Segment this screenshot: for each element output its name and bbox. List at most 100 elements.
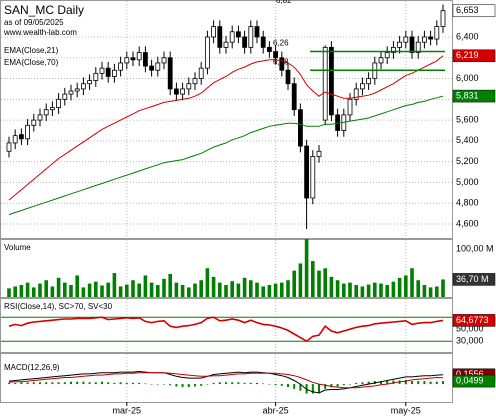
- histogram-bar: [20, 382, 23, 385]
- candle-body: [167, 57, 173, 90]
- candle-body: [124, 57, 130, 64]
- bar: [143, 275, 148, 297]
- bar: [137, 283, 141, 297]
- source: www.wealth-lab.com: [3, 28, 77, 37]
- bar: [335, 280, 340, 297]
- candle-body: [217, 26, 223, 48]
- candle-body: [93, 72, 99, 82]
- histogram-bar: [349, 384, 352, 385]
- histogram-bar: [32, 382, 35, 385]
- bar: [205, 268, 210, 297]
- histogram-bar: [162, 384, 165, 385]
- bar: [261, 286, 266, 297]
- x-tick-label: abr-25: [263, 405, 289, 415]
- y-tick-label: 50,000: [456, 324, 484, 334]
- bar: [286, 280, 290, 297]
- bar: [81, 287, 86, 297]
- candle-body: [223, 41, 229, 48]
- bar: [38, 283, 42, 297]
- bar: [93, 281, 98, 297]
- histogram-bar: [262, 383, 265, 385]
- histogram-bar: [69, 381, 72, 385]
- y-tick-label: 4,800: [456, 198, 479, 208]
- candle-body: [329, 46, 334, 116]
- annotation: 6,82: [276, 0, 292, 5]
- candle-body: [403, 36, 409, 43]
- candle-body: [254, 26, 260, 38]
- candle-body: [384, 52, 390, 59]
- y-tick-label: 4,600: [456, 218, 479, 228]
- bar: [186, 287, 191, 297]
- candle-body: [391, 46, 396, 53]
- value-tag: 0,0499: [456, 375, 484, 385]
- y-tick-label: 100,00 M: [456, 243, 494, 253]
- histogram-bar: [392, 380, 395, 385]
- candle-body: [118, 62, 123, 71]
- value-tag-box: [452, 4, 496, 17]
- histogram-bar: [156, 384, 159, 385]
- panel-title: MACD(12,26,9): [4, 363, 60, 372]
- bar: [224, 285, 228, 297]
- bar: [56, 277, 61, 297]
- candle-body: [397, 41, 403, 48]
- candle-body: [31, 119, 37, 126]
- histogram-bar: [293, 384, 296, 389]
- histogram-bar: [100, 381, 103, 385]
- bar: [13, 286, 17, 297]
- histogram-bar: [442, 381, 445, 385]
- candle-body: [236, 31, 241, 38]
- candle-body: [6, 142, 12, 152]
- x-tick-label: may-25: [391, 405, 421, 415]
- subtitle: as of 09/05/2025: [4, 18, 64, 27]
- bar: [199, 280, 203, 297]
- candle-body: [37, 114, 43, 121]
- candle-body: [378, 57, 384, 64]
- bar: [242, 277, 247, 297]
- bar: [348, 282, 352, 297]
- line: [8, 370, 444, 394]
- candle-body: [99, 67, 105, 74]
- y-tick-label: 5,000: [456, 177, 479, 187]
- bar: [168, 273, 172, 297]
- candle-body: [285, 69, 291, 85]
- bar: [379, 283, 383, 297]
- histogram-bar: [398, 380, 401, 385]
- y-tick-label: 5,400: [456, 135, 479, 145]
- candle-body: [149, 65, 154, 71]
- candle-body: [155, 62, 161, 71]
- legend-entry: EMA(Close,70): [4, 58, 59, 67]
- candle-body: [173, 88, 179, 95]
- histogram-bar: [268, 384, 271, 385]
- bar: [317, 270, 321, 297]
- candle-body: [347, 98, 353, 116]
- candle-body: [267, 46, 272, 52]
- bar: [304, 239, 309, 297]
- candle-body: [192, 78, 198, 85]
- bar: [435, 286, 439, 297]
- bar: [211, 276, 216, 297]
- level-label: 6,08: [273, 57, 289, 66]
- candle-body: [273, 51, 279, 59]
- histogram-bar: [256, 382, 259, 385]
- value-tag: 64,6773: [456, 315, 489, 325]
- candle-body: [428, 36, 434, 40]
- histogram-bar: [200, 384, 203, 386]
- candle-body: [111, 69, 117, 77]
- bar: [255, 282, 259, 297]
- histogram-bar: [429, 381, 432, 385]
- bar: [7, 288, 11, 297]
- candle-body: [204, 36, 210, 69]
- bar: [323, 268, 328, 297]
- candle-body: [322, 46, 328, 121]
- value-tag-box: [452, 273, 496, 286]
- histogram-bar: [404, 379, 407, 385]
- histogram-bar: [336, 384, 339, 387]
- value-tag-box: [452, 374, 496, 388]
- histogram-bar: [417, 381, 420, 385]
- candle-body: [180, 88, 185, 95]
- candle-body: [415, 41, 421, 53]
- candle-body: [142, 52, 148, 67]
- bar: [373, 282, 377, 297]
- candle-body: [316, 150, 322, 157]
